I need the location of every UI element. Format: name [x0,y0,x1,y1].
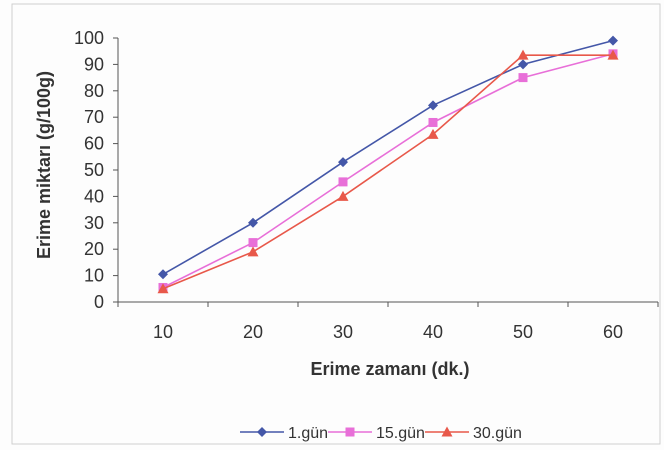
series-line [162,54,613,290]
legend-marker [441,426,453,437]
x-axis-ticks: 10 20 30 40 50 60 [117,302,659,342]
y-tick-label: 70 [84,107,104,127]
data-point [247,246,259,257]
chart-frame [11,3,661,445]
x-tick-label: 60 [603,322,623,342]
legend-label: 15.gün [376,425,425,442]
data-point [248,238,258,248]
data-point [158,269,168,280]
data-point [428,117,438,127]
y-tick-label: 0 [94,292,104,312]
y-tick-label: 60 [84,134,104,154]
series-line [162,53,614,289]
data-point [428,100,438,111]
series-group [157,35,619,294]
data-point [337,190,349,201]
data-point [518,73,528,83]
data-point [607,49,619,60]
data-point [517,49,529,60]
y-tick-label: 100 [74,28,104,48]
data-point [338,177,348,187]
legend-marker [257,427,267,437]
legend-item: 1.gün [240,425,328,442]
x-tick-label: 40 [423,322,443,342]
y-tick-label: 40 [84,186,104,206]
y-tick-label: 20 [84,239,104,259]
y-tick-label: 90 [84,54,104,74]
axes [117,38,658,303]
data-point [248,217,258,228]
data-point [608,35,618,46]
y-axis-label: Erime miktarı (g/100g) [34,71,54,259]
x-tick-label: 30 [333,322,353,342]
x-tick-label: 20 [243,322,263,342]
data-point [338,157,348,168]
y-tick-label: 50 [84,160,104,180]
legend-label: 1.gün [288,425,328,442]
x-tick-label: 10 [153,322,173,342]
data-point [518,59,528,70]
y-tick-label: 80 [84,81,104,101]
y-tick-label: 30 [84,213,104,233]
legend-item: 30.gün [425,425,522,442]
data-point [157,283,169,294]
data-point [427,128,439,139]
y-tick-label: 10 [84,266,104,286]
y-axis-ticks: 0 10 20 30 40 50 60 70 80 90 100 [74,28,118,312]
series-1 [158,35,618,280]
legend: 1.gün 15.gün 30.gün [240,425,522,442]
legend-item: 15.gün [328,425,425,442]
series-2 [158,49,618,292]
x-axis-label: Erime zamanı (dk.) [310,359,469,379]
legend-label: 30.gün [473,425,522,442]
legend-marker [345,427,355,437]
x-tick-label: 50 [513,322,533,342]
series-3 [157,49,619,294]
series-line [162,39,614,275]
